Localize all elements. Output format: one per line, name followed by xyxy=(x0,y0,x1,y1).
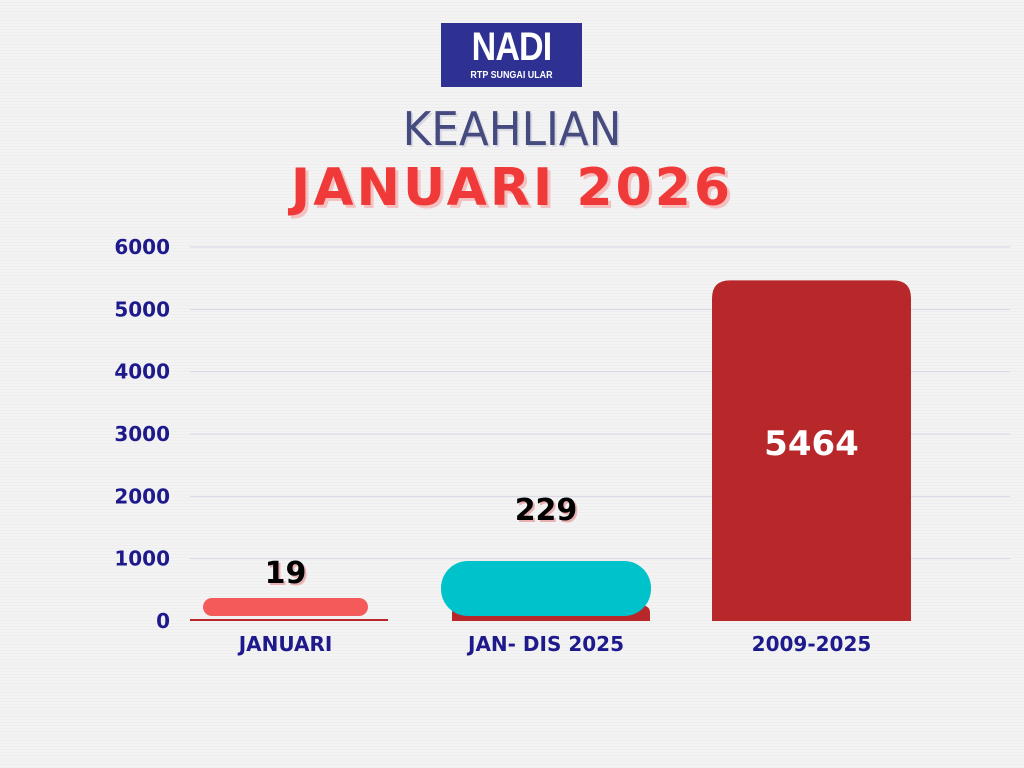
logo-sub-text: RTP SUNGAI ULAR xyxy=(470,69,553,81)
x-tick-label: 2009-2025 xyxy=(752,632,872,656)
data-label: 229 xyxy=(515,493,578,528)
bar xyxy=(441,561,651,616)
bar xyxy=(712,280,911,621)
y-tick-label: 5000 xyxy=(114,297,170,321)
y-tick-label: 1000 xyxy=(114,547,170,571)
nadi-logo: NADI RTP SUNGAI ULAR xyxy=(441,23,582,87)
y-tick-label: 4000 xyxy=(114,360,170,384)
chart-subtitle: JANUARI 2026 xyxy=(290,158,734,218)
data-label: 5464 xyxy=(764,424,859,464)
bar xyxy=(203,598,368,616)
x-tick-label: JANUARI xyxy=(237,632,333,656)
y-tick-label: 0 xyxy=(156,609,170,633)
logo-main-text: NADI xyxy=(471,25,553,69)
y-tick-label: 2000 xyxy=(114,484,170,508)
data-label: 19 xyxy=(265,556,307,591)
x-tick-label: JAN- DIS 2025 xyxy=(466,632,624,656)
y-tick-label: 3000 xyxy=(114,422,170,446)
chart-title: KEAHLIAN xyxy=(402,102,622,156)
y-tick-label: 6000 xyxy=(114,235,170,259)
